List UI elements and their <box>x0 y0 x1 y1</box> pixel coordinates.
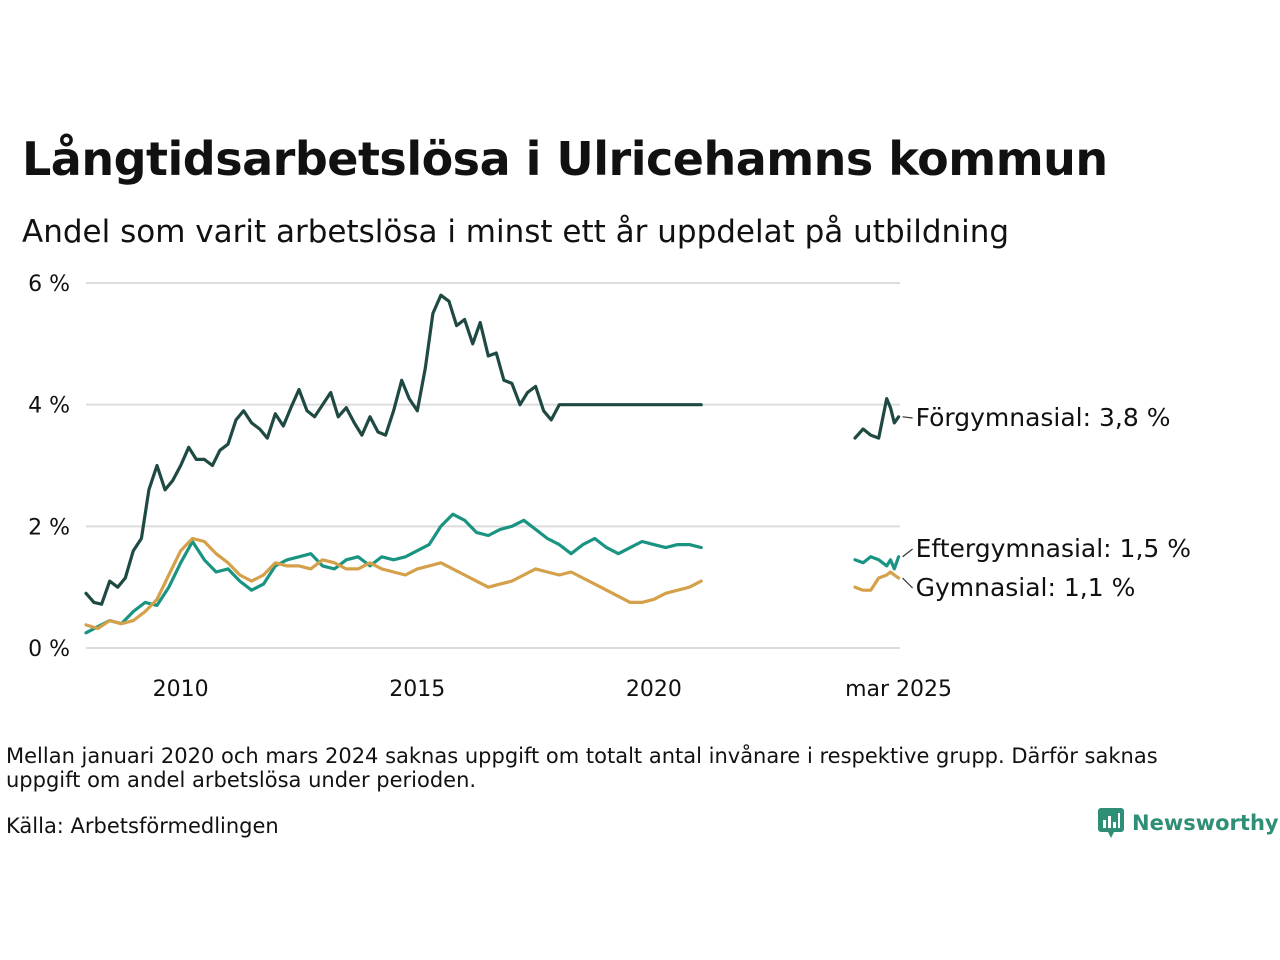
series-line-eftergymnasial <box>853 555 901 571</box>
footnote: Mellan januari 2020 och mars 2024 saknas… <box>6 744 1158 792</box>
x-tick-label: mar 2025 <box>845 677 952 702</box>
series-line-förgymnasial <box>853 397 901 440</box>
series-line-gymnasial <box>853 570 901 592</box>
line-chart: 0 % 2 % 4 % 6 % 2010 2015 2020 mar 2025 Förgym… <box>28 272 1191 702</box>
label-leader-line <box>902 416 913 419</box>
series-line-gymnasial <box>84 536 703 631</box>
brand-logo[interactable]: Newsworthy <box>1098 808 1279 838</box>
x-tick-label: 2020 <box>626 677 682 702</box>
series-line-eftergymnasial <box>84 512 703 635</box>
series-lines <box>84 293 901 635</box>
y-tick-label: 0 % <box>28 637 70 662</box>
x-tick-label: 2015 <box>389 677 445 702</box>
y-tick-label: 2 % <box>28 515 70 540</box>
x-tick-label: 2010 <box>153 677 209 702</box>
chart-title: Långtidsarbetslösa i Ulricehamns kommun <box>22 132 1108 186</box>
newsworthy-logo-icon <box>1098 808 1124 838</box>
series-line-förgymnasial <box>84 293 703 606</box>
chart-subtitle: Andel som varit arbetslösa i minst ett å… <box>22 214 1010 250</box>
y-tick-label: 4 % <box>28 394 70 419</box>
brand-name: Newsworthy <box>1132 811 1279 835</box>
y-axis-ticks: 0 % 2 % 4 % 6 % <box>28 272 70 662</box>
grid-lines <box>86 282 900 649</box>
source-note: Källa: Arbetsförmedlingen <box>6 814 279 838</box>
series-end-label: Gymnasial: 1,1 % <box>916 573 1136 602</box>
series-end-labels: Förgymnasial: 3,8 % Eftergymnasial: 1,5 %… <box>902 403 1191 602</box>
label-leader-line <box>902 548 913 558</box>
x-axis-ticks: 2010 2015 2020 mar 2025 <box>153 677 952 702</box>
label-leader-line <box>902 577 914 589</box>
series-end-label: Eftergymnasial: 1,5 % <box>916 534 1191 563</box>
series-end-label: Förgymnasial: 3,8 % <box>916 403 1171 432</box>
y-tick-label: 6 % <box>28 272 70 297</box>
